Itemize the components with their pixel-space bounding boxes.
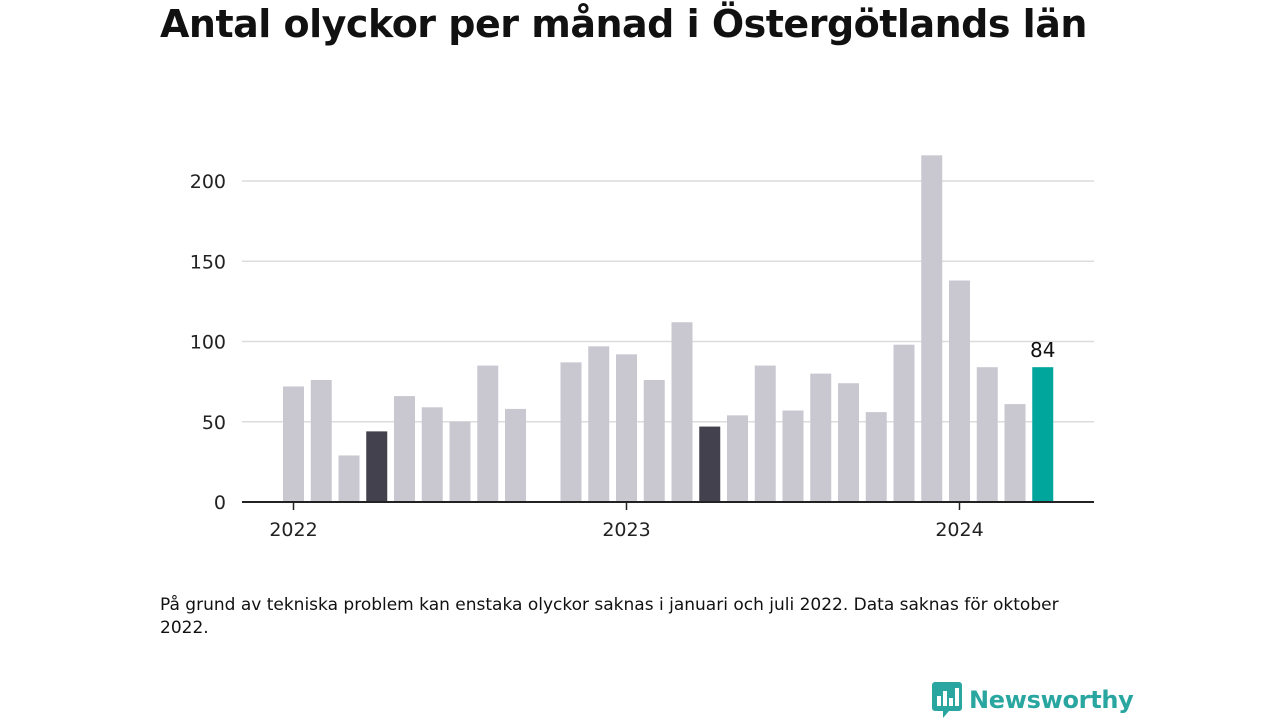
bar-2023-04 <box>699 426 721 502</box>
bar-2024-02 <box>976 367 998 502</box>
bar-2024-04 <box>1032 367 1054 502</box>
newsworthy-logo[interactable]: Newsworthy <box>932 682 1134 718</box>
y-axis-ticks: 0 50 100 150 200 <box>190 171 226 514</box>
bar-2022-05 <box>394 396 415 502</box>
footnote: På grund av tekniska problem kan enstaka… <box>160 595 1059 638</box>
bars <box>283 155 1054 502</box>
bar-chart: 0 50 100 150 200 2022 2023 2024 84 <box>190 155 1094 541</box>
y-tick-label: 50 <box>202 412 226 434</box>
y-tick-label: 200 <box>190 171 226 193</box>
brand-name: Newsworthy <box>969 686 1134 714</box>
bar-2023-11 <box>893 344 915 502</box>
bar-2023-12 <box>921 155 943 502</box>
y-tick-label: 100 <box>190 332 226 354</box>
newsworthy-logo-icon <box>932 682 962 718</box>
bar-2023-10 <box>865 412 887 502</box>
data-labels: 84 <box>1030 338 1055 362</box>
bar-2023-05 <box>727 415 748 502</box>
bar-2022-12 <box>588 346 610 502</box>
bar-2024-03 <box>1004 404 1026 502</box>
x-tick-label: 2024 <box>935 519 983 541</box>
chart-title: Antal olyckor per månad i Östergötlands … <box>160 2 1087 46</box>
bar-2023-09 <box>838 383 859 502</box>
bar-2024-01 <box>949 280 970 502</box>
bar-2023-02 <box>643 380 665 502</box>
y-tick-label: 0 <box>214 492 226 514</box>
bar-2022-02 <box>310 380 332 502</box>
bar-2022-03 <box>338 455 360 502</box>
bar-2022-11 <box>560 362 582 502</box>
bar-2022-08 <box>477 365 499 502</box>
bar-2023-01 <box>616 354 637 502</box>
bar-2022-06 <box>421 407 443 502</box>
x-tick-label: 2023 <box>602 519 650 541</box>
data-label: 84 <box>1030 338 1055 362</box>
bar-2022-09 <box>505 408 526 502</box>
bar-2022-07 <box>449 421 471 502</box>
bar-2023-06 <box>754 365 776 502</box>
x-tick-label: 2022 <box>269 519 317 541</box>
y-tick-label: 150 <box>190 251 226 273</box>
bar-2023-08 <box>810 373 832 502</box>
bar-2022-04 <box>366 431 388 502</box>
x-axis-ticks: 2022 2023 2024 <box>269 502 984 541</box>
bar-2023-07 <box>782 410 804 502</box>
bar-2022-01 <box>283 386 304 502</box>
bar-2023-03 <box>671 322 693 502</box>
